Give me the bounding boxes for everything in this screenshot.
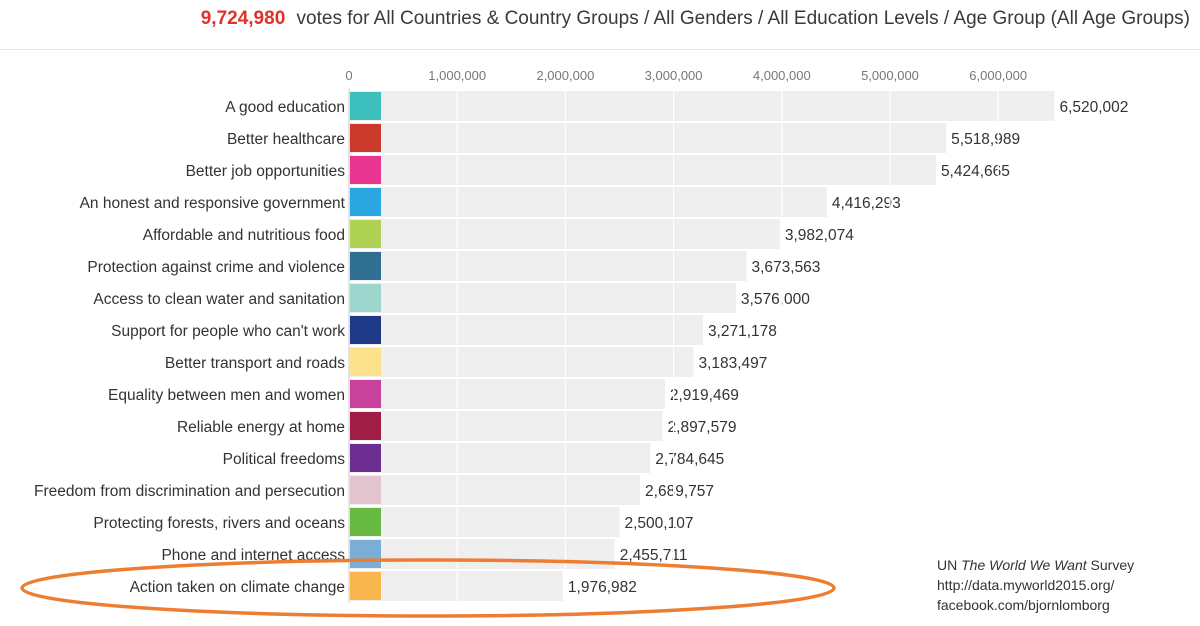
chart-header: 9,724,980 votes for All Countries & Coun… [0, 8, 1200, 30]
category-label: Protecting forests, rivers and oceans [93, 515, 345, 532]
bar-swatch [350, 380, 381, 408]
source-suffix: Survey [1090, 557, 1135, 573]
source-line-1: UN The World We Want Survey [937, 555, 1134, 575]
tick-labels: 0 1,000,000 2,000,000 3,000,000 4,000,000 5,0… [345, 68, 1027, 603]
bar [349, 315, 703, 345]
category-label: Political freedoms [223, 451, 346, 468]
bar-swatch [350, 540, 381, 568]
value-label: 5,424,665 [941, 163, 1010, 180]
highlight-ellipse [20, 558, 836, 618]
value-label: 6,520,002 [1059, 99, 1128, 116]
x-tick-label: 3,000,000 [645, 68, 703, 83]
value-label: 3,982,074 [785, 227, 854, 244]
category-label: Better transport and roads [165, 355, 345, 372]
bar [349, 155, 936, 185]
source-prefix: UN [937, 557, 958, 573]
bar-swatch [350, 572, 381, 600]
bar-swatch [350, 92, 381, 120]
bar-swatch [350, 444, 381, 472]
value-label: 3,673,563 [751, 259, 820, 276]
category-label: Freedom from discrimination and persecut… [34, 483, 345, 500]
value-label: 5,518,989 [951, 131, 1020, 148]
category-label: Better healthcare [227, 131, 345, 148]
header-description: votes for All Countries & Country Groups… [296, 8, 1190, 29]
source-facebook: facebook.com/bjornlomborg [937, 597, 1110, 613]
bar [349, 187, 827, 217]
x-tick-label: 6,000,000 [969, 68, 1027, 83]
bar-swatch [350, 188, 381, 216]
bar [349, 571, 563, 601]
x-tick-label: 5,000,000 [861, 68, 919, 83]
bars: A good education 6,520,002 Better healthca… [34, 91, 1128, 601]
bar-swatch [350, 316, 381, 344]
category-label: Equality between men and women [108, 387, 345, 404]
bar [349, 507, 620, 537]
value-label: 4,416,293 [832, 195, 901, 212]
header-divider [0, 49, 1200, 50]
bar [349, 379, 665, 409]
source-survey-name: The World We Want [961, 557, 1087, 573]
bar-swatch [350, 252, 381, 280]
bar [349, 123, 947, 153]
bar-swatch [350, 508, 381, 536]
bar [349, 91, 1055, 121]
category-label: Reliable energy at home [177, 419, 345, 436]
category-label: Affordable and nutritious food [143, 227, 345, 244]
x-tick-label: 0 [345, 68, 352, 83]
category-label: Protection against crime and violence [87, 259, 345, 276]
bar-swatch [350, 220, 381, 248]
category-label: Access to clean water and sanitation [93, 291, 345, 308]
category-label: Action taken on climate change [130, 579, 345, 596]
bar [349, 539, 615, 569]
value-label: 2,689,757 [645, 483, 714, 500]
value-label: 3,183,497 [698, 355, 767, 372]
value-label: 2,500,107 [625, 515, 694, 532]
bar [349, 251, 747, 281]
source-note: UN The World We Want Survey http://data.… [937, 555, 1134, 615]
bar-swatch [350, 412, 381, 440]
x-tick-label: 4,000,000 [753, 68, 811, 83]
bar-swatch [350, 156, 381, 184]
value-label: 2,897,579 [668, 419, 737, 436]
value-label: 2,784,645 [655, 451, 724, 468]
x-tick-label: 1,000,000 [428, 68, 486, 83]
grid-lines [456, 88, 999, 603]
x-tick-label: 2,000,000 [536, 68, 594, 83]
bar-swatch [350, 476, 381, 504]
bar [349, 219, 780, 249]
value-label: 3,271,178 [708, 323, 777, 340]
bar [349, 283, 736, 313]
value-label: 1,976,982 [568, 579, 637, 596]
category-label: An honest and responsive government [80, 195, 346, 212]
bar-swatch [350, 348, 381, 376]
bar-swatch [350, 284, 381, 312]
category-label: Better job opportunities [186, 163, 346, 180]
total-votes: 9,724,980 [200, 8, 286, 29]
bar [349, 347, 694, 377]
category-label: Support for people who can't work [111, 323, 345, 340]
bar [349, 443, 651, 473]
value-label: 3,576,000 [741, 291, 810, 308]
value-label: 2,919,469 [670, 387, 739, 404]
bar [349, 411, 663, 441]
category-label: A good education [225, 99, 345, 116]
value-label: 2,455,711 [620, 547, 688, 564]
source-url: http://data.myworld2015.org/ [937, 577, 1115, 593]
bar-swatch [350, 124, 381, 152]
bar [349, 475, 641, 505]
